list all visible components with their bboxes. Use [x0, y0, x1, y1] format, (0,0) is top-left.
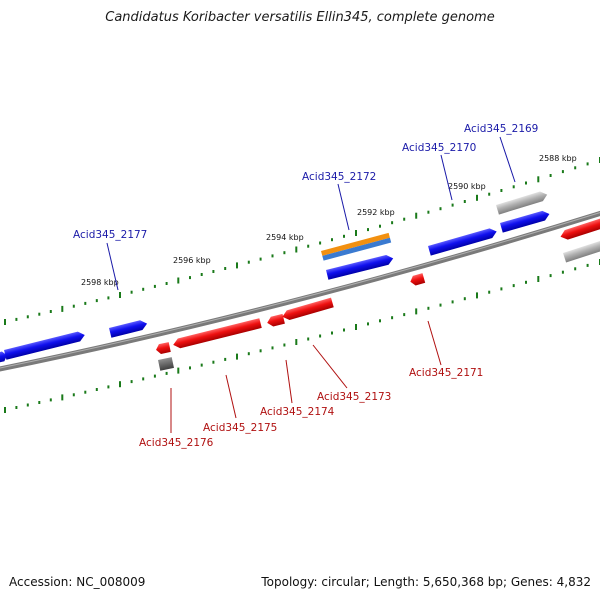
gene-arrow[interactable] [281, 297, 334, 322]
leader-line [285, 359, 293, 404]
map-title: Candidatus Koribacter versatilis Ellin34… [105, 10, 495, 25]
gene-arrow[interactable] [409, 273, 426, 286]
leader-line [225, 374, 237, 419]
tick-label: 2592 kbp [357, 208, 395, 217]
gene-arrow[interactable] [326, 254, 394, 280]
tick-label: 2598 kbp [81, 278, 119, 287]
dark-feature[interactable] [158, 357, 174, 371]
gene-label[interactable]: Acid345_2173 [317, 391, 391, 403]
gene-arrow[interactable] [266, 313, 285, 328]
genome-backbone [0, 210, 600, 372]
tick-row-outer [4, 157, 600, 325]
leader-line [312, 344, 348, 389]
gene-label[interactable]: Acid345_2177 [73, 229, 147, 241]
gene-arrow[interactable] [109, 319, 148, 338]
gene-arrow[interactable] [172, 318, 262, 349]
gene-label[interactable]: Acid345_2171 [409, 367, 483, 379]
tick-label: 2594 kbp [266, 233, 304, 242]
gene-label[interactable]: Acid345_2170 [402, 142, 476, 154]
gene-arrow[interactable] [155, 342, 171, 355]
tick-row-inner [4, 259, 600, 413]
tick-label: 2588 kbp [539, 154, 577, 163]
gray-feature[interactable] [496, 190, 549, 215]
other-features [158, 190, 600, 371]
orange-feature[interactable] [321, 232, 392, 261]
leader-line [106, 242, 119, 291]
forward-strand-genes [0, 209, 551, 367]
tick-label: 2590 kbp [448, 182, 486, 191]
genome-summary-text: Topology: circular; Length: 5,650,368 bp… [261, 575, 591, 589]
genome-backbone-highlight [0, 212, 600, 369]
gray-feature[interactable] [563, 239, 600, 263]
gene-label[interactable]: Acid345_2169 [464, 123, 538, 135]
leader-line [337, 183, 350, 231]
gene-label[interactable]: Acid345_2176 [139, 437, 214, 449]
gene-label[interactable]: Acid345_2172 [302, 171, 376, 183]
accession-text: Accession: NC_008009 [9, 575, 146, 589]
leader-line [427, 320, 442, 366]
reverse-strand-genes [155, 217, 600, 355]
gene-label[interactable]: Acid345_2175 [203, 422, 277, 434]
gene-arrow[interactable] [428, 227, 498, 256]
tick-label: 2596 kbp [173, 256, 211, 265]
leader-line [440, 154, 453, 201]
leader-line [499, 136, 516, 183]
gene-arrow[interactable] [500, 209, 551, 233]
gene-arrow[interactable] [0, 351, 8, 367]
gene-arrow[interactable] [4, 330, 86, 360]
label-leaders [106, 136, 516, 433]
gene-arrow[interactable] [559, 217, 600, 241]
gene-label[interactable]: Acid345_2174 [260, 406, 335, 418]
